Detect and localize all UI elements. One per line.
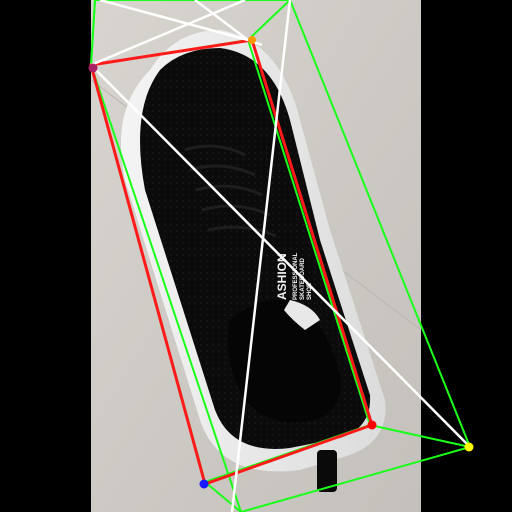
right-black-bar	[421, 0, 512, 512]
green-box-edge-side-4	[90, 0, 96, 66]
keypoint-purple	[88, 63, 98, 73]
white-guide-lines	[90, 0, 471, 512]
shoe-laces	[184, 144, 277, 238]
keypoint-orange	[248, 36, 256, 44]
white-line-3	[99, 0, 249, 42]
white-line-2	[90, 64, 471, 448]
keypoint-red	[367, 420, 377, 430]
shoe-collar	[227, 300, 341, 423]
heel-pull-tab	[317, 450, 337, 492]
tongue-print-line-2: PROFESSIONAL	[293, 252, 299, 300]
green-box-edge-side-3	[204, 481, 242, 512]
keypoint-yellow	[464, 442, 474, 452]
green-box-edge-side-2	[369, 424, 471, 448]
white-line-4	[194, 0, 249, 41]
annotation-overlay	[88, 0, 474, 512]
tongue-print-line-1: ASHION	[275, 253, 289, 300]
green-box-edge-side-1	[247, 0, 291, 41]
white-line-5	[230, 0, 292, 512]
insole-glimpse	[284, 300, 320, 330]
left-black-bar	[0, 0, 91, 512]
tongue-print-line-4: SHOE	[307, 283, 313, 300]
keypoint-blue	[199, 479, 209, 489]
white-line-1	[90, 0, 246, 67]
